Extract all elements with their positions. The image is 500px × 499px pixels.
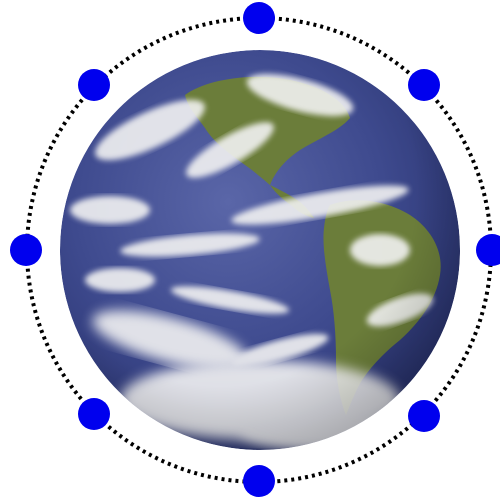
orbit-node-top <box>243 2 275 34</box>
orbit-node-left <box>10 234 42 266</box>
earth-globe <box>60 50 460 450</box>
orbit-node-bottom-left <box>78 398 110 430</box>
orbit-node-top-right <box>408 69 440 101</box>
orbit-node-bottom <box>243 465 275 497</box>
orbit-node-bottom-right <box>408 400 440 432</box>
orbit-nodes <box>10 2 500 497</box>
orbit-node-right <box>476 234 500 266</box>
orbit-node-top-left <box>78 69 110 101</box>
